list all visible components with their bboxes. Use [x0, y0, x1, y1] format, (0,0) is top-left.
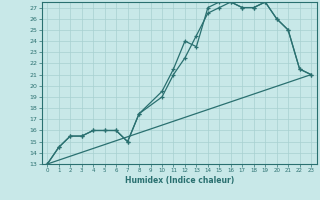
X-axis label: Humidex (Indice chaleur): Humidex (Indice chaleur): [124, 176, 234, 185]
